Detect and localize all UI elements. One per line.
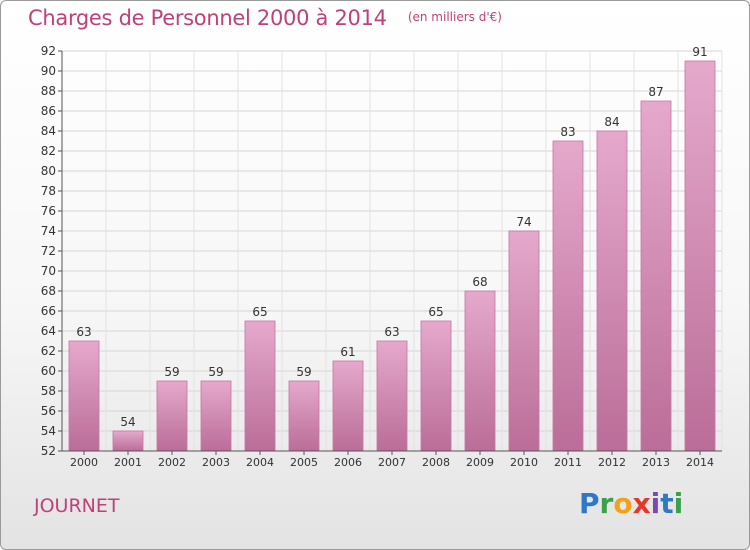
y-tick-label: 72 [41,244,56,258]
y-tick-label: 74 [41,224,56,238]
bar [376,340,408,452]
data-label: 65 [252,305,267,319]
bar [200,380,232,452]
y-tick-label: 64 [41,324,56,338]
y-tick-label: 70 [41,264,56,278]
y-tick-label: 80 [41,164,56,178]
y-tick-label: 86 [41,104,56,118]
bars [68,60,716,452]
logo-letter: i [650,487,661,520]
y-tick-label: 62 [41,344,56,358]
bar [640,100,672,452]
data-label: 63 [76,325,91,339]
bar [508,230,540,452]
data-label: 59 [296,365,311,379]
data-label: 65 [428,305,443,319]
data-label: 74 [516,215,531,229]
y-tick-label: 60 [41,364,56,378]
y-tick-label: 84 [41,124,56,138]
x-tick-label: 2003 [202,456,230,469]
data-label: 63 [384,325,399,339]
y-tick-label: 54 [41,424,56,438]
title-row: Charges de Personnel 2000 à 2014 (en mil… [28,6,502,30]
data-label: 84 [604,115,619,129]
chart-subtitle: (en milliers d'€) [407,10,502,24]
chart-title: Charges de Personnel 2000 à 2014 [28,6,387,30]
y-tick-label: 52 [41,444,56,458]
bar [684,60,716,452]
bar [552,140,584,452]
y-tick-label: 56 [41,404,56,418]
x-tick-label: 2001 [114,456,142,469]
bar [68,340,100,452]
commune-name: JOURNET [34,495,120,517]
labels: 52 54 56 58 60 62 64 66 68 70 72 74 76 78 80 82 84 86 88 90… [41,44,714,469]
data-label: 59 [208,365,223,379]
x-tick-label: 2006 [334,456,362,469]
logo-letter: o [613,487,633,520]
logo-letter: x [632,487,651,520]
bar [464,290,496,452]
bar [332,360,364,452]
x-tick-label: 2013 [642,456,670,469]
y-tick-label: 78 [41,184,56,198]
bar [156,380,188,452]
x-tick-label: 2009 [466,456,494,469]
x-tick-label: 2011 [554,456,582,469]
data-label: 61 [340,345,355,359]
bar [596,130,628,452]
data-label: 54 [120,415,135,429]
y-tick-label: 66 [41,304,56,318]
x-tick-label: 2005 [290,456,318,469]
y-tick-label: 58 [41,384,56,398]
bar [112,430,144,452]
y-tick-label: 76 [41,204,56,218]
proxiti-logo: Proxiti [579,487,683,520]
axes [58,50,722,455]
x-tick-label: 2007 [378,456,406,469]
x-tick-label: 2012 [598,456,626,469]
y-tick-label: 90 [41,64,56,78]
bar [288,380,320,452]
data-label: 68 [472,275,487,289]
logo-letter: i [673,487,684,520]
logo-letter: t [660,487,674,520]
bar [420,320,452,452]
x-tick-label: 2014 [686,456,714,469]
x-tick-label: 2010 [510,456,538,469]
y-tick-label: 68 [41,284,56,298]
x-tick-label: 2008 [422,456,450,469]
data-label: 59 [164,365,179,379]
y-tick-label: 88 [41,84,56,98]
y-tick-label: 82 [41,144,56,158]
data-label: 91 [692,45,707,59]
x-tick-label: 2004 [246,456,274,469]
data-label: 83 [560,125,575,139]
data-label: 87 [648,85,663,99]
x-tick-label: 2000 [70,456,98,469]
y-tick-label: 92 [41,44,56,58]
x-tick-label: 2002 [158,456,186,469]
logo-letter: P [579,487,600,520]
logo-letter: r [599,487,614,520]
bar [244,320,276,452]
